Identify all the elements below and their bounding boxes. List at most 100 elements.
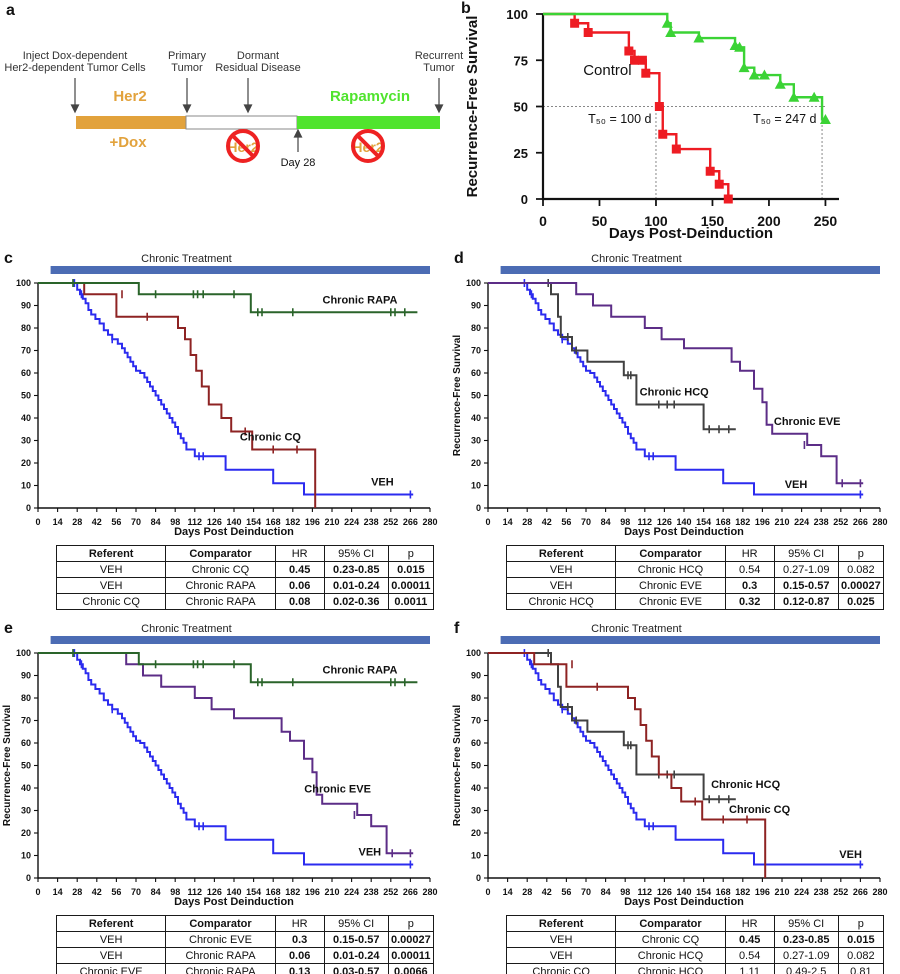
table-row: VEH Chronic CQ 0.45 0.23-0.85 0.015	[55, 561, 435, 578]
table-row: VEH Chronic RAPA 0.06 0.01-0.24 0.00011	[55, 947, 435, 964]
x-tick-label: 126	[207, 517, 222, 527]
km-curve-chronic-eve	[488, 282, 864, 485]
table-header-p: p	[387, 545, 435, 562]
table-header-p: p	[837, 545, 885, 562]
x-tick-label: 150	[701, 213, 725, 229]
x-tick-label: 280	[422, 887, 437, 897]
event-marker-triangle	[734, 41, 746, 52]
x-tick-label: 126	[657, 887, 672, 897]
rapamycin-label: Rapamycin	[329, 88, 411, 105]
y-tick-label: 50	[514, 100, 528, 115]
x-tick-label: 168	[716, 887, 731, 897]
table-cell-referent: Chronic CQ	[505, 963, 617, 974]
table-cell-referent: Chronic EVE	[55, 963, 167, 974]
y-tick-label: 40	[21, 783, 31, 793]
table-cell-comparator: Chronic RAPA	[165, 593, 276, 610]
x-tick-label: 84	[151, 517, 161, 527]
table-cell-comparator: Chronic EVE	[615, 593, 726, 610]
series-label: VEH	[839, 849, 862, 861]
table-header-hr: HR	[724, 915, 775, 932]
event-marker-triangle	[774, 78, 786, 89]
y-tick-label: 0	[521, 192, 528, 207]
table-cell-referent: Chronic CQ	[55, 593, 167, 610]
y-tick-label: 10	[21, 851, 31, 861]
x-axis-title: Days Post Deinduction	[174, 526, 294, 538]
x-tick-label: 56	[561, 517, 571, 527]
table-cell-referent: VEH	[505, 561, 617, 578]
table-cell-p: 0.0011	[387, 593, 435, 610]
event-marker-square	[637, 55, 647, 65]
series-label: Control	[583, 62, 631, 79]
series-label: VEH	[358, 847, 381, 859]
event-marker-square	[714, 179, 724, 189]
table-cell-hr: 0.08	[274, 593, 325, 610]
table-cell-comparator: Chronic EVE	[165, 931, 276, 948]
x-tick-label: 140	[226, 517, 241, 527]
panel-a-label: a	[6, 2, 15, 19]
her2-on-label: Her2	[113, 88, 147, 105]
x-tick-label: 182	[735, 887, 750, 897]
x-tick-label: 0	[35, 517, 40, 527]
table-header-95-ci: 95% CI	[773, 545, 839, 562]
panel-f-stats-table: Referent Comparator HR 95% CI p VEH Chronic CQ…	[505, 915, 885, 974]
table-cell-ci: 0.01-0.24	[323, 577, 389, 594]
y-tick-label: 100	[506, 7, 528, 22]
annotation-recurrent-line1: Recurrent	[414, 50, 464, 62]
table-cell-p: 0.015	[387, 561, 435, 578]
table-cell-hr: 0.32	[724, 593, 775, 610]
y-tick-label: 100	[466, 278, 481, 288]
panel-b: b 0 50 100 150 200 250 0 25 50 75 100 Days Post-Dei…	[455, 0, 900, 245]
panel-d-chart: Chronic Treatment 0 14 28 42 56 70 84 98 112 126 14…	[452, 253, 888, 538]
x-tick-label: 252	[833, 887, 848, 897]
km-curve-chronic-cq	[38, 282, 317, 508]
x-tick-label: 210	[774, 887, 789, 897]
x-tick-label: 84	[601, 887, 611, 897]
y-tick-label: 50	[21, 391, 31, 401]
x-tick-label: 42	[92, 517, 102, 527]
chronic-treatment-label: Chronic Treatment	[591, 253, 681, 265]
event-marker-square	[658, 129, 668, 139]
y-tick-label: 30	[21, 806, 31, 816]
y-tick-label: 70	[471, 716, 481, 726]
panel-c-label: c	[4, 250, 13, 267]
y-axis-title: Recurrence-Free Survival	[464, 16, 481, 198]
y-tick-label: 10	[471, 851, 481, 861]
table-cell-referent: VEH	[55, 931, 167, 948]
y-tick-label: 70	[21, 716, 31, 726]
x-tick-label: 70	[581, 887, 591, 897]
table-cell-p: 0.0066	[387, 963, 435, 974]
table-row: VEH Chronic EVE 0.3 0.15-0.57 0.00027	[505, 577, 885, 594]
event-marker-square	[641, 68, 651, 78]
chronic-treatment-bar	[500, 266, 880, 274]
panel-a: a Inject Dox-dependent Her2-dependent Tu…	[0, 0, 470, 245]
y-tick-label: 0	[26, 503, 31, 513]
panel-e: e Chronic Treatment 0 14 28 42 56 70 84 98 112 126…	[0, 616, 450, 974]
timeline-arrows	[70, 78, 444, 152]
x-tick-label: 84	[151, 887, 161, 897]
table-cell-p: 0.025	[837, 593, 885, 610]
event-marker-triangle	[808, 91, 820, 102]
y-tick-label: 20	[471, 828, 481, 838]
table-cell-ci: 0.23-0.85	[773, 931, 839, 948]
panel-c-chart: Chronic Treatment 0 14 28 42 56 70 84 98 112 126 14…	[16, 253, 438, 538]
table-cell-ci: 0.15-0.57	[323, 931, 389, 948]
km-curve-veh	[488, 652, 864, 866]
x-tick-label: 266	[853, 887, 868, 897]
series-label: Chronic EVE	[304, 784, 371, 796]
x-tick-label: 238	[364, 517, 379, 527]
km-curve-veh	[488, 282, 864, 496]
event-marker-triangle	[748, 69, 760, 80]
table-cell-hr: 0.3	[274, 931, 325, 948]
x-tick-label: 0	[485, 887, 490, 897]
annotation-dormant-disease: Dormant Residual Disease	[215, 50, 301, 74]
x-tick-label: 168	[266, 887, 281, 897]
table-cell-comparator: Chronic RAPA	[165, 963, 276, 974]
event-marker-triangle	[693, 32, 705, 43]
day-28-label: Day 28	[280, 157, 316, 169]
event-marker-square	[654, 102, 664, 111]
y-tick-label: 75	[514, 53, 528, 68]
event-marker-square	[671, 144, 681, 154]
table-cell-ci: 0.02-0.36	[323, 593, 389, 610]
km-curve-chronic-rapa	[38, 282, 418, 314]
table-cell-hr: 0.54	[724, 561, 775, 578]
